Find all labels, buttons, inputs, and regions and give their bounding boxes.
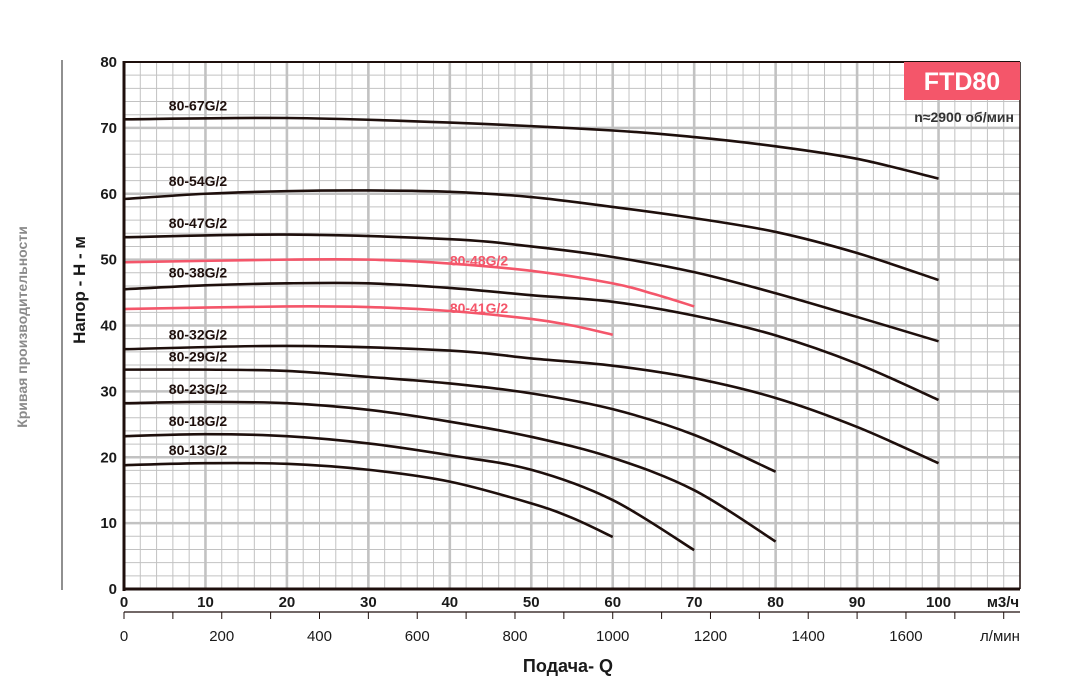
curve-80-23g-2 <box>123 400 777 543</box>
axes <box>122 61 1021 619</box>
x2-tick-label: 1400 <box>792 628 825 645</box>
curve-80-54g-2 <box>123 189 939 282</box>
x-tick-label: 30 <box>360 594 377 611</box>
x-tick-label: 20 <box>279 594 296 611</box>
curve-80-13g-2 <box>123 461 614 539</box>
curve-label: 80-23G/2 <box>169 381 228 397</box>
curve-80-67g-2 <box>123 116 939 180</box>
tick-labels: 0 10 20 30 40 50 60 70 80 90 1000 200 400 600 800 1000 1… <box>100 54 951 645</box>
model-badge: FTD80 <box>924 68 1000 96</box>
x-tick-label: 90 <box>849 594 866 611</box>
curve-label: 80-29G/2 <box>169 349 228 365</box>
x-tick-label: 100 <box>926 594 951 611</box>
x-tick-label: 70 <box>686 594 703 611</box>
x2-tick-label: 0 <box>120 628 128 645</box>
x-tick-label: 40 <box>441 594 458 611</box>
side-label: Кривая производительности <box>14 226 30 428</box>
curve-label: 80-32G/2 <box>169 327 228 343</box>
curve-80-48g-2 <box>123 257 695 308</box>
y-tick-label: 80 <box>100 54 117 71</box>
model-badge-bg <box>904 62 1020 100</box>
speed-label: n≈2900 об/мин <box>914 109 1014 125</box>
curve-label: 80-41G/2 <box>450 300 509 316</box>
x2-tick-label: 1200 <box>694 628 727 645</box>
y-tick-label: 70 <box>100 120 117 137</box>
x-tick-label: 60 <box>604 594 621 611</box>
x2-tick-label: 600 <box>405 628 430 645</box>
curve-80-38g-2 <box>123 281 940 402</box>
curve-80-18g-2 <box>123 432 695 552</box>
x2-tick-label: 1600 <box>889 628 922 645</box>
curve-80-47g-2 <box>123 233 939 343</box>
x-tick-label: 10 <box>197 594 214 611</box>
y-tick-label: 40 <box>100 318 117 335</box>
curve-label: 80-54G/2 <box>169 173 228 189</box>
x-axis-title: Подача- Q <box>523 656 613 676</box>
x-tick-label: 0 <box>120 594 128 611</box>
x2-tick-label: 800 <box>502 628 527 645</box>
curve-label: 80-13G/2 <box>169 442 228 458</box>
curve-80-29g-2 <box>123 368 777 473</box>
x-tick-label: 80 <box>767 594 784 611</box>
x-tick-label: 50 <box>523 594 540 611</box>
x2-tick-label: 400 <box>307 628 332 645</box>
grid <box>124 62 1020 589</box>
curve-label: 80-47G/2 <box>169 215 228 231</box>
y-tick-label: 0 <box>109 581 117 598</box>
y-tick-label: 60 <box>100 186 117 203</box>
curve-label: 80-18G/2 <box>169 413 228 429</box>
x-unit: м3/ч <box>987 594 1019 611</box>
x2-tick-label: 200 <box>209 628 234 645</box>
x2-unit: л/мин <box>980 628 1020 645</box>
x2-tick-label: 1000 <box>596 628 629 645</box>
y-tick-label: 30 <box>100 383 117 400</box>
y-axis-title: Напор - H - м <box>70 236 89 344</box>
curve-80-41g-2 <box>123 304 614 336</box>
curve-label: 80-38G/2 <box>169 264 228 280</box>
y-tick-label: 20 <box>100 449 117 466</box>
curve-label: 80-67G/2 <box>169 98 228 114</box>
curves: 80-67G/2 80-54G/2 80-47G/2 80-48G/2 80-38G/2… <box>123 98 940 552</box>
y-tick-label: 50 <box>100 252 117 269</box>
y-tick-label: 10 <box>100 515 117 532</box>
curve-80-32g-2 <box>123 344 940 465</box>
curve-label: 80-48G/2 <box>450 253 509 269</box>
